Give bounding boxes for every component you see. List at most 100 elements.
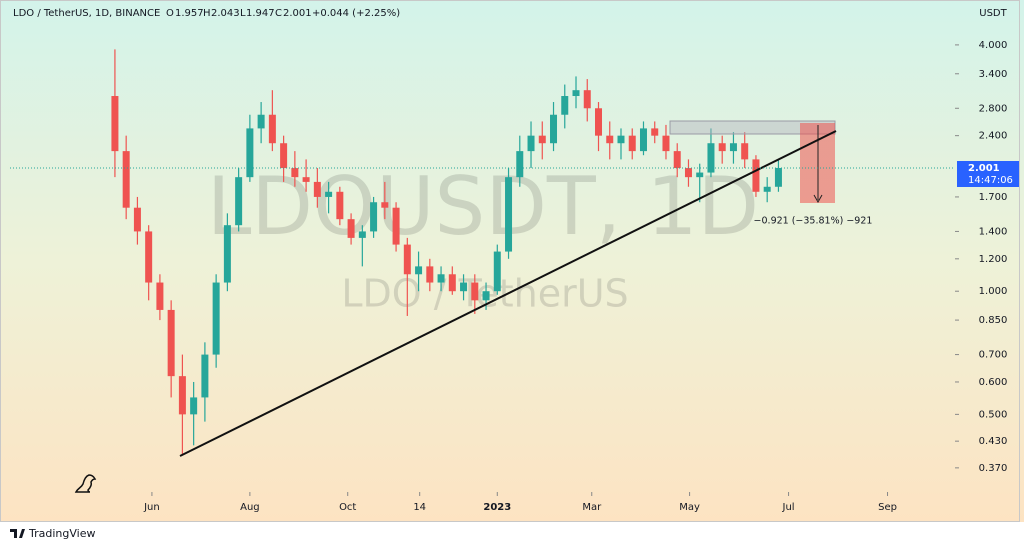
candle-body <box>617 135 625 144</box>
candle-body <box>696 172 704 178</box>
c-value: 2.001 <box>283 8 312 19</box>
x-tick-label: Sep <box>878 502 897 513</box>
candle-body <box>550 114 558 144</box>
candle-body <box>752 159 760 192</box>
candle-body <box>190 397 198 415</box>
candle-body <box>268 114 276 144</box>
candle-body <box>302 177 310 182</box>
x-tick-label: Aug <box>240 502 260 513</box>
candle-body <box>595 108 603 136</box>
y-tick-label: 4.000 <box>979 40 1008 51</box>
ohlc-header: O 1.957 H 2.043 L 1.947 C 2.001 +0.044 (… <box>166 8 400 19</box>
y-tick-label: 0.700 <box>979 350 1008 361</box>
h-value: 2.043 <box>211 8 240 19</box>
y-tick-label: 0.850 <box>979 315 1008 326</box>
candle-body <box>370 202 378 232</box>
candle-body <box>178 376 186 415</box>
x-tick-label: Oct <box>339 502 356 513</box>
candle-body <box>628 135 636 152</box>
price-label: 2.001 <box>968 163 1000 174</box>
candle-body <box>133 207 141 232</box>
plot <box>111 49 782 455</box>
measure-label: −0.921 (−35.81%) −921 <box>754 216 873 227</box>
candle-body <box>111 96 119 152</box>
candle-body <box>313 181 321 197</box>
l-value: 1.947 <box>246 8 275 19</box>
candle-body <box>325 191 333 197</box>
candle-body <box>448 274 456 292</box>
candle-body <box>774 167 782 187</box>
candle-body <box>707 143 715 173</box>
candle-body <box>606 135 614 144</box>
candle-body <box>516 151 524 178</box>
trendline <box>179 130 837 457</box>
y-tick-label: 1.700 <box>979 192 1008 203</box>
candle-body <box>471 282 479 301</box>
candle-body <box>392 207 400 245</box>
candle-body <box>437 274 445 283</box>
candle-body <box>347 219 355 238</box>
candle-body <box>291 168 299 178</box>
y-tick-label: 0.370 <box>979 463 1008 474</box>
y-tick-label: 2.400 <box>979 131 1008 142</box>
brand-icon <box>10 529 25 538</box>
logo <box>74 474 97 493</box>
brand: TradingView <box>28 527 95 540</box>
candle-body <box>280 143 288 169</box>
l-label: L <box>240 8 246 19</box>
candle-body <box>257 114 265 129</box>
footer <box>0 522 1024 548</box>
candle-body <box>403 244 411 275</box>
candle-body <box>358 231 366 238</box>
candle-body <box>639 128 647 152</box>
x-tick-label: Jul <box>782 502 795 513</box>
o-label: O <box>166 8 174 19</box>
currency: USDT <box>979 8 1007 19</box>
candle-body <box>482 291 490 301</box>
candle-body <box>538 135 546 144</box>
price-tag <box>957 161 1019 187</box>
countdown: 14:47:06 <box>968 175 1013 186</box>
symbol: LDO / TetherUS, 1D, BINANCE <box>13 8 160 19</box>
candle-body <box>460 282 468 292</box>
mascot <box>74 474 97 493</box>
candle-body <box>246 128 254 178</box>
candle-body <box>156 282 164 310</box>
candle-body <box>662 135 670 152</box>
background <box>0 0 1024 522</box>
candle-body <box>235 177 243 226</box>
candle-body <box>223 225 231 283</box>
y-tick-label: 2.800 <box>979 103 1008 114</box>
h-label: H <box>203 8 211 19</box>
candle-body <box>122 151 130 208</box>
x-tick-label: May <box>679 502 700 513</box>
candle-body <box>572 90 580 97</box>
candle-body <box>145 231 153 283</box>
candle-body <box>381 202 389 208</box>
candle-body <box>426 266 434 283</box>
x-tick-label: Jun <box>143 502 160 513</box>
candle-body <box>527 135 535 152</box>
candle-body <box>201 354 209 398</box>
y-tick-label: 1.400 <box>979 226 1008 237</box>
candle-body <box>763 186 771 192</box>
x-tick-label: 2023 <box>483 502 511 513</box>
y-tick-label: 0.430 <box>979 436 1008 447</box>
candle-body <box>651 128 659 136</box>
y-tick-label: 1.000 <box>979 286 1008 297</box>
frame <box>0 0 1020 522</box>
watermark: LDOUSDT, 1D <box>207 160 759 253</box>
candle-body <box>561 96 569 115</box>
candle-body <box>741 143 749 160</box>
candle-body <box>583 90 591 109</box>
candle-body <box>336 191 344 220</box>
candle-body <box>493 251 501 292</box>
candle-body <box>684 168 692 178</box>
y-tick-label: 3.400 <box>979 69 1008 80</box>
y-tick-label: 0.500 <box>979 409 1008 420</box>
candle-body <box>415 266 423 275</box>
y-tick-label: 1.200 <box>979 254 1008 265</box>
candle-body <box>718 143 726 152</box>
arrow-head <box>813 194 823 204</box>
